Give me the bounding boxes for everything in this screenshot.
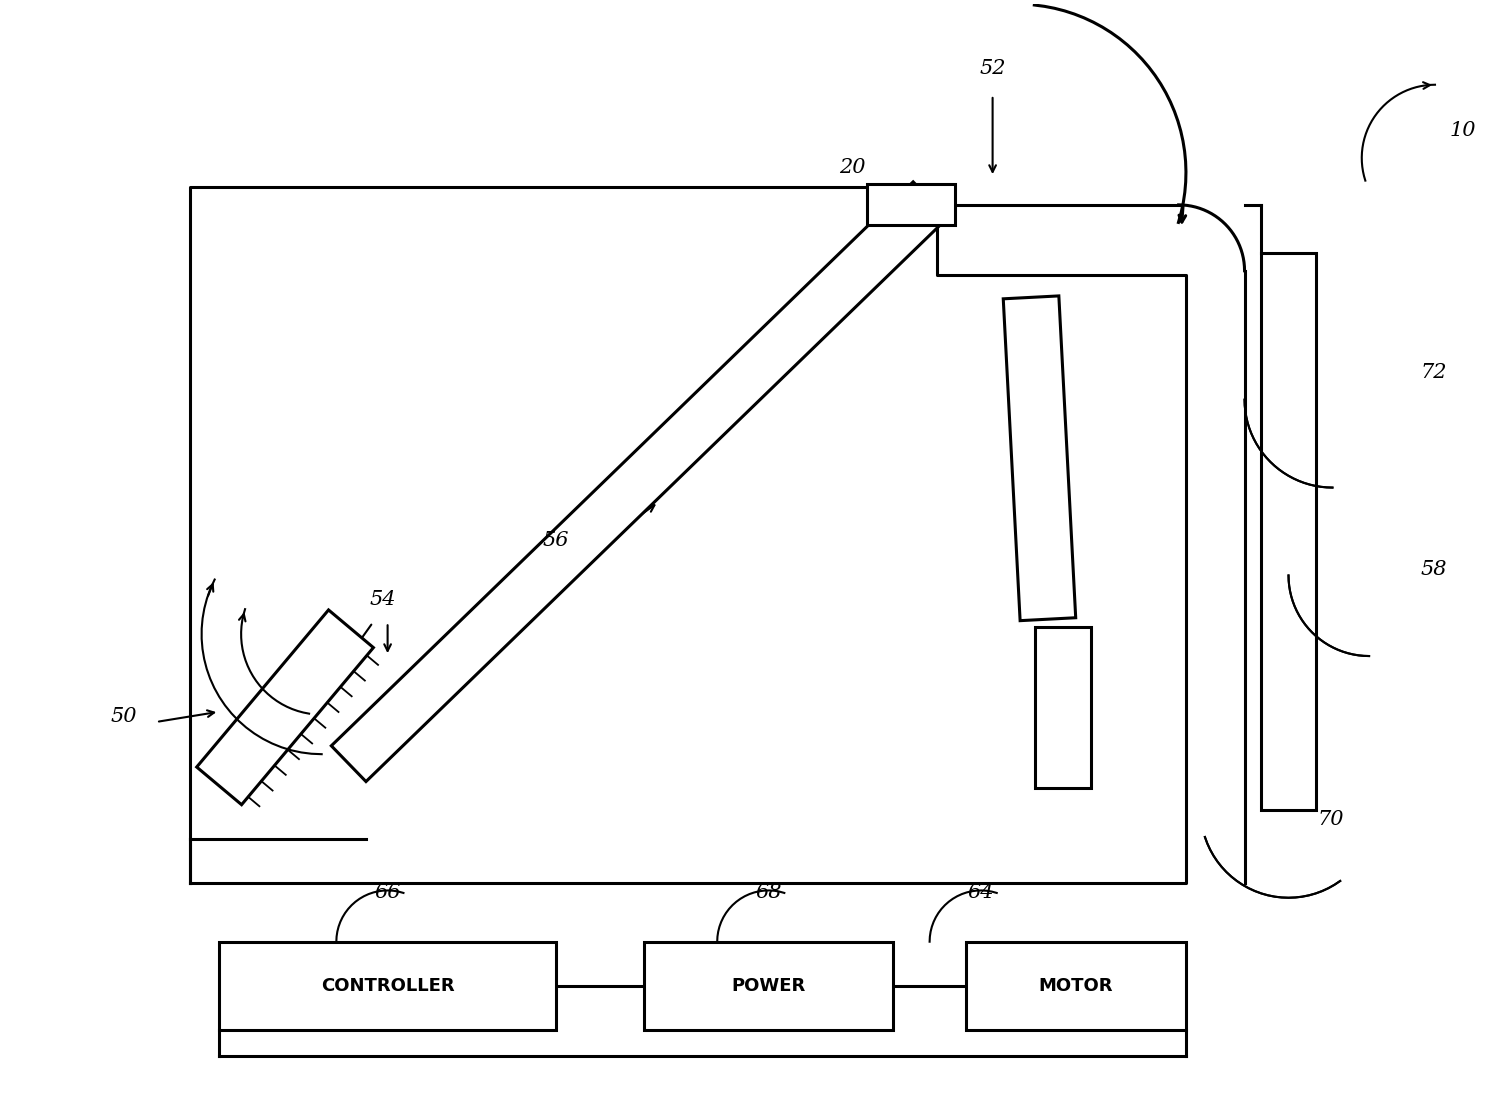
Text: 20: 20	[839, 157, 866, 177]
Text: CONTROLLER: CONTROLLER	[321, 976, 454, 995]
Text: 54: 54	[370, 590, 397, 609]
Text: 66: 66	[375, 882, 400, 902]
Polygon shape	[331, 182, 948, 782]
Bar	[643, 942, 893, 1030]
Text: 50: 50	[110, 707, 137, 726]
Polygon shape	[1035, 627, 1091, 788]
Text: 56: 56	[543, 531, 569, 550]
Polygon shape	[1260, 254, 1317, 810]
Text: 64: 64	[967, 882, 994, 902]
Text: 52: 52	[979, 60, 1006, 79]
Text: 10: 10	[1450, 121, 1477, 139]
Text: 68: 68	[755, 882, 782, 902]
Text: 70: 70	[1318, 809, 1344, 828]
Text: MOTOR: MOTOR	[1039, 976, 1114, 995]
Bar	[966, 942, 1185, 1030]
Polygon shape	[197, 610, 373, 805]
Text: POWER: POWER	[732, 976, 806, 995]
Bar	[219, 942, 555, 1030]
Text: 58: 58	[1420, 560, 1447, 579]
Polygon shape	[866, 185, 954, 226]
Polygon shape	[1003, 296, 1075, 621]
Text: 72: 72	[1420, 363, 1447, 382]
